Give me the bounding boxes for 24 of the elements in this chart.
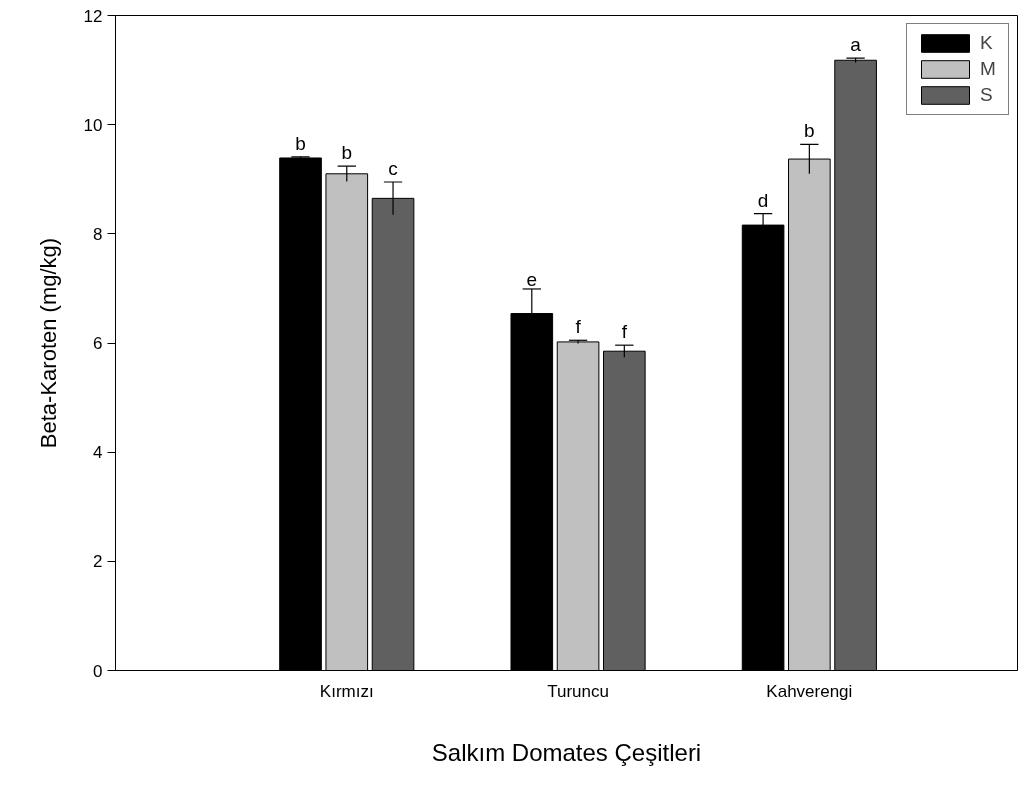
x-axis-title: Salkım Domates Çeşitleri <box>431 738 702 766</box>
x-tick-label: Kahverengi <box>766 681 853 701</box>
legend-label: M <box>980 58 997 80</box>
annotation: f <box>575 316 582 338</box>
y-tick-label: 8 <box>93 224 103 244</box>
annotation: e <box>526 268 538 290</box>
annotation: c <box>388 157 398 179</box>
x-tick-label: Turuncu <box>547 681 609 701</box>
annotation: a <box>850 34 862 56</box>
x-tick-label: Kırmızı <box>319 681 374 701</box>
y-tick-label: 2 <box>93 552 103 572</box>
legend-label: K <box>980 32 994 54</box>
annotation: b <box>295 132 306 154</box>
y-axis-title: Beta-Karoten (mg/kg) <box>35 237 61 449</box>
y-tick-label: 6 <box>93 334 103 353</box>
y-tick-label: 0 <box>93 661 103 681</box>
y-tick-label: 4 <box>93 443 103 463</box>
y-tick-label: 10 <box>83 115 103 135</box>
annotation: d <box>757 189 769 211</box>
annotation: b <box>341 142 353 164</box>
annotation: b <box>804 120 815 142</box>
legend-label: S <box>980 84 994 106</box>
annotation: f <box>621 321 628 343</box>
y-tick-label: 12 <box>83 6 103 26</box>
